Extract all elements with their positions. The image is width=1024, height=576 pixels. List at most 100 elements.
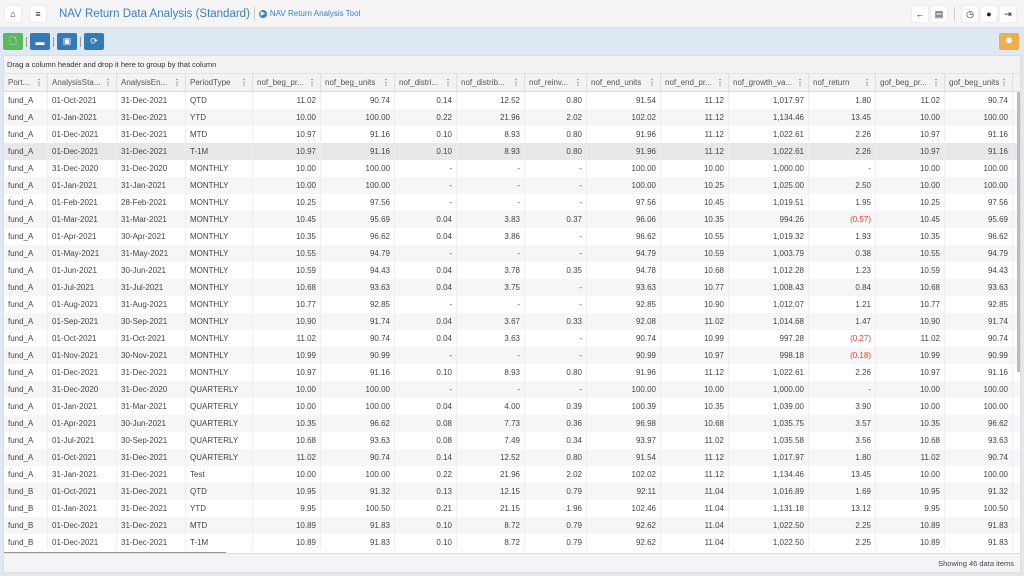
table-cell: 1,008.43 bbox=[729, 279, 809, 296]
column-header[interactable]: nof_distrib... ⋮ bbox=[457, 73, 525, 92]
table-cell: 01-Mar-2021 bbox=[48, 211, 117, 228]
table-row[interactable]: fund_A 01-Oct-2021 31-Dec-2021 QUARTERLY 11.… bbox=[4, 449, 1020, 466]
table-cell: - bbox=[525, 245, 587, 262]
table-cell: 10.35 bbox=[253, 228, 321, 245]
column-header[interactable]: AnalysisSta... ⋮ bbox=[48, 73, 117, 92]
document-icon[interactable]: ▤ bbox=[931, 6, 947, 22]
table-row[interactable]: fund_A 31-Jan-2021 31-Dec-2021 Test 10.00 100… bbox=[4, 466, 1020, 483]
table-row[interactable]: fund_A 01-Nov-2021 30-Nov-2021 MONTHLY 10.99… bbox=[4, 347, 1020, 364]
table-row[interactable]: fund_A 01-Dec-2021 31-Dec-2021 MTD 10.97 91.1… bbox=[4, 126, 1020, 143]
table-row[interactable]: fund_A 01-Dec-2021 31-Dec-2021 MONTHLY 10.97… bbox=[4, 364, 1020, 381]
column-menu-icon[interactable]: ⋮ bbox=[1000, 78, 1008, 87]
table-row[interactable]: fund_A 01-May-2021 31-May-2021 MONTHLY 10.55… bbox=[4, 245, 1020, 262]
table-cell: 92.08 bbox=[587, 313, 661, 330]
table-row[interactable]: fund_A 31-Dec-2020 31-Dec-2020 QUARTERLY 10.… bbox=[4, 381, 1020, 398]
column-header[interactable]: nof_beg_units ⋮ bbox=[321, 73, 395, 92]
column-menu-icon[interactable]: ⋮ bbox=[648, 78, 656, 87]
table-cell: 10.00 bbox=[876, 381, 945, 398]
menu-icon[interactable]: ≡ bbox=[30, 5, 46, 22]
column-menu-icon[interactable]: ⋮ bbox=[104, 78, 112, 87]
column-header[interactable]: Port... ⋮ bbox=[4, 73, 48, 92]
table-cell: - bbox=[525, 330, 587, 347]
column-header[interactable]: PeriodType ⋮ bbox=[186, 73, 253, 92]
table-cell: 13.12 bbox=[809, 500, 876, 517]
table-row[interactable]: fund_A 01-Jul-2021 30-Sep-2021 QUARTERLY 10.… bbox=[4, 432, 1020, 449]
table-cell: (0.27) bbox=[809, 330, 876, 347]
column-menu-icon[interactable]: ⋮ bbox=[796, 78, 804, 87]
logout-icon[interactable]: ⇥ bbox=[1000, 6, 1016, 22]
column-header[interactable]: gof_beg_units ⋮ bbox=[945, 73, 1013, 92]
column-menu-icon[interactable]: ⋮ bbox=[716, 78, 724, 87]
table-row[interactable]: fund_B 01-Dec-2021 31-Dec-2021 T-1M 10.89 91.… bbox=[4, 534, 1020, 550]
column-menu-icon[interactable]: ⋮ bbox=[308, 78, 316, 87]
table-row[interactable]: fund_A 01-Sep-2021 30-Sep-2021 MONTHLY 10.90… bbox=[4, 313, 1020, 330]
table-row[interactable]: fund_A 01-Jan-2021 31-Dec-2021 YTD 10.00 100.… bbox=[4, 109, 1020, 126]
table-cell: T-1M bbox=[186, 143, 253, 160]
column-menu-icon[interactable]: ⋮ bbox=[382, 78, 390, 87]
table-cell: 1,039.00 bbox=[729, 398, 809, 415]
table-row[interactable]: fund_A 31-Dec-2020 31-Dec-2020 MONTHLY 10.00… bbox=[4, 160, 1020, 177]
table-row[interactable]: fund_A 01-Feb-2021 28-Feb-2021 MONTHLY 10.25… bbox=[4, 194, 1020, 211]
settings-button[interactable]: ✹ bbox=[999, 33, 1019, 50]
refresh-button[interactable]: ⟳ bbox=[84, 33, 104, 50]
table-cell: 10.89 bbox=[876, 517, 945, 534]
new-file-button[interactable]: 🗋 bbox=[3, 33, 23, 50]
column-header[interactable]: nof_beg_pr... ⋮ bbox=[253, 73, 321, 92]
table-cell: 0.04 bbox=[395, 211, 457, 228]
column-header-label: gof_beg_units bbox=[949, 78, 1000, 87]
tool-link[interactable]: ▶ NAV Return Analysis Tool bbox=[258, 9, 360, 18]
table-row[interactable]: fund_B 01-Oct-2021 31-Dec-2021 QTD 10.95 91.3… bbox=[4, 483, 1020, 500]
table-cell: 0.10 bbox=[395, 364, 457, 381]
table-row[interactable]: fund_A 01-Apr-2021 30-Apr-2021 MONTHLY 10.35… bbox=[4, 228, 1020, 245]
table-row[interactable]: fund_B 01-Jan-2021 31-Dec-2021 YTD 9.95 100.5… bbox=[4, 500, 1020, 517]
table-row[interactable]: fund_A 01-Mar-2021 31-Mar-2021 MONTHLY 10.45… bbox=[4, 211, 1020, 228]
column-header[interactable]: nof_return ⋮ bbox=[809, 73, 876, 92]
table-row[interactable]: fund_A 01-Oct-2021 31-Dec-2021 QTD 11.02 90.7… bbox=[4, 92, 1020, 109]
table-cell: 93.63 bbox=[945, 432, 1013, 449]
open-button[interactable]: ▬ bbox=[30, 33, 50, 50]
table-cell: - bbox=[457, 194, 525, 211]
table-cell: Test bbox=[186, 466, 253, 483]
arrow-left-icon[interactable]: ← bbox=[912, 6, 928, 22]
table-row[interactable]: fund_A 01-Apr-2021 30-Jun-2021 QUARTERLY 10.… bbox=[4, 415, 1020, 432]
vertical-scrollbar[interactable] bbox=[1017, 92, 1020, 372]
table-row[interactable]: fund_A 01-Dec-2021 31-Dec-2021 T-1M 10.97 91.… bbox=[4, 143, 1020, 160]
table-row[interactable]: fund_A 01-Jun-2021 30-Jun-2021 MONTHLY 10.59… bbox=[4, 262, 1020, 279]
column-header[interactable]: AnalysisEn... ⋮ bbox=[117, 73, 186, 92]
table-row[interactable]: fund_A 01-Jan-2021 31-Jan-2021 MONTHLY 10.00… bbox=[4, 177, 1020, 194]
table-row[interactable]: fund_A 01-Jul-2021 31-Jul-2021 MONTHLY 10.68… bbox=[4, 279, 1020, 296]
column-menu-icon[interactable]: ⋮ bbox=[444, 78, 452, 87]
table-row[interactable]: fund_A 01-Aug-2021 31-Aug-2021 MONTHLY 10.77… bbox=[4, 296, 1020, 313]
table-cell: 1.69 bbox=[809, 483, 876, 500]
user-icon[interactable]: ● bbox=[981, 6, 997, 22]
table-row[interactable]: fund_A 01-Jan-2021 31-Mar-2021 QUARTERLY 10.… bbox=[4, 398, 1020, 415]
save-button[interactable]: ▣ bbox=[57, 33, 77, 50]
column-menu-icon[interactable]: ⋮ bbox=[932, 78, 940, 87]
column-menu-icon[interactable]: ⋮ bbox=[173, 78, 181, 87]
table-cell: 0.39 bbox=[525, 398, 587, 415]
column-header[interactable]: gof_beg_pr... ⋮ bbox=[876, 73, 945, 92]
column-menu-icon[interactable]: ⋮ bbox=[240, 78, 248, 87]
table-cell: MONTHLY bbox=[186, 296, 253, 313]
table-cell: 10.00 bbox=[876, 109, 945, 126]
table-row[interactable]: fund_A 01-Oct-2021 31-Oct-2021 MONTHLY 11.02… bbox=[4, 330, 1020, 347]
column-menu-icon[interactable]: ⋮ bbox=[863, 78, 871, 87]
column-menu-icon[interactable]: ⋮ bbox=[512, 78, 520, 87]
column-header[interactable]: nof_end_pr... ⋮ bbox=[661, 73, 729, 92]
table-row[interactable]: fund_B 01-Dec-2021 31-Dec-2021 MTD 10.89 91.8… bbox=[4, 517, 1020, 534]
column-menu-icon[interactable]: ⋮ bbox=[35, 78, 43, 87]
column-menu-icon[interactable]: ⋮ bbox=[574, 78, 582, 87]
table-cell: 92.85 bbox=[587, 296, 661, 313]
table-cell: 0.35 bbox=[525, 262, 587, 279]
column-header[interactable]: nof_reinv... ⋮ bbox=[525, 73, 587, 92]
table-cell: 30-Sep-2021 bbox=[117, 432, 186, 449]
table-cell: 10.97 bbox=[876, 126, 945, 143]
column-header[interactable]: nof_end_units ⋮ bbox=[587, 73, 661, 92]
home-icon[interactable]: ⌂ bbox=[5, 5, 21, 22]
table-cell: 10.35 bbox=[876, 415, 945, 432]
clock-icon[interactable]: ◷ bbox=[962, 6, 978, 22]
table-cell: fund_A bbox=[4, 415, 48, 432]
column-header[interactable]: nof_distri... ⋮ bbox=[395, 73, 457, 92]
column-header[interactable]: nof_growth_va... ⋮ bbox=[729, 73, 809, 92]
group-panel[interactable]: Drag a column header and drop it here to… bbox=[4, 56, 1020, 74]
